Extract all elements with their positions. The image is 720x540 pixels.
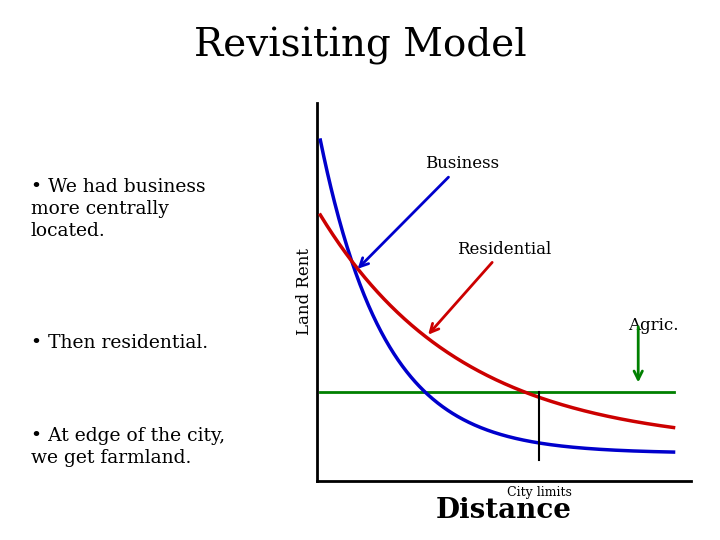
Text: Distance: Distance	[436, 497, 572, 524]
Text: Residential: Residential	[430, 240, 551, 333]
Text: Business: Business	[360, 156, 499, 267]
Text: City limits: City limits	[507, 485, 572, 499]
Text: • We had business
more centrally
located.: • We had business more centrally located…	[31, 178, 205, 240]
Text: Agric.: Agric.	[628, 317, 678, 334]
Y-axis label: Land Rent: Land Rent	[296, 248, 312, 335]
Text: • At edge of the city,
we get farmland.: • At edge of the city, we get farmland.	[31, 427, 225, 467]
Text: Revisiting Model: Revisiting Model	[194, 27, 526, 65]
Text: • Then residential.: • Then residential.	[31, 334, 208, 352]
